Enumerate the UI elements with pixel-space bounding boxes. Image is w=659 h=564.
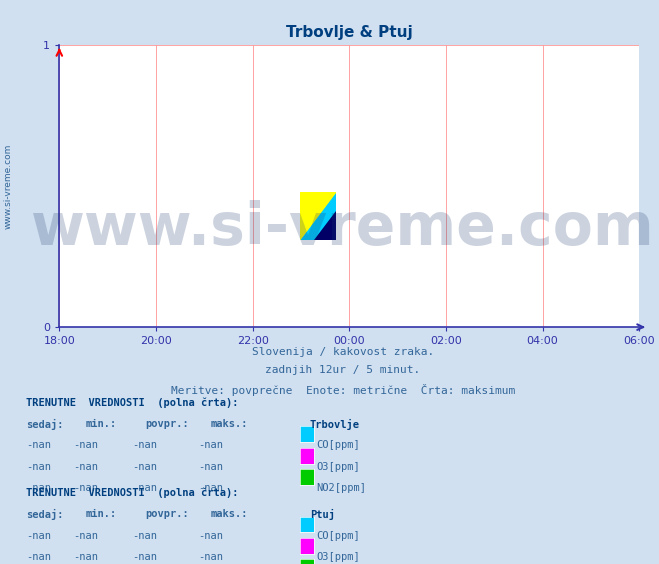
- Polygon shape: [314, 211, 336, 240]
- Text: Trbovlje: Trbovlje: [310, 419, 360, 430]
- Text: -nan: -nan: [132, 462, 158, 472]
- Title: Trbovlje & Ptuj: Trbovlje & Ptuj: [286, 25, 413, 40]
- Text: -nan: -nan: [198, 440, 223, 451]
- Text: -nan: -nan: [26, 552, 51, 562]
- Text: TRENUTNE  VREDNOSTI  (polna črta):: TRENUTNE VREDNOSTI (polna črta):: [26, 398, 239, 408]
- Text: -nan: -nan: [73, 552, 98, 562]
- Text: Meritve: povprečne  Enote: metrične  Črta: maksimum: Meritve: povprečne Enote: metrične Črta:…: [171, 384, 515, 396]
- Text: maks.:: maks.:: [211, 419, 248, 429]
- Text: -nan: -nan: [198, 462, 223, 472]
- Text: Ptuj: Ptuj: [310, 509, 335, 521]
- Polygon shape: [300, 192, 336, 240]
- Text: povpr.:: povpr.:: [145, 419, 188, 429]
- Text: -nan: -nan: [26, 440, 51, 451]
- Text: -nan: -nan: [73, 483, 98, 494]
- Text: -nan: -nan: [198, 483, 223, 494]
- Text: -nan: -nan: [132, 531, 158, 541]
- Text: zadnjih 12ur / 5 minut.: zadnjih 12ur / 5 minut.: [265, 365, 420, 376]
- Text: Slovenija / kakovost zraka.: Slovenija / kakovost zraka.: [252, 347, 434, 357]
- Text: povpr.:: povpr.:: [145, 509, 188, 519]
- Text: www.si-vreme.com: www.si-vreme.com: [31, 200, 654, 257]
- Text: CO[ppm]: CO[ppm]: [316, 531, 360, 541]
- Text: maks.:: maks.:: [211, 509, 248, 519]
- Text: -nan: -nan: [198, 552, 223, 562]
- Text: -nan: -nan: [198, 531, 223, 541]
- Text: -nan: -nan: [132, 483, 158, 494]
- Text: O3[ppm]: O3[ppm]: [316, 552, 360, 562]
- Text: www.si-vreme.com: www.si-vreme.com: [4, 143, 13, 229]
- Text: -nan: -nan: [73, 462, 98, 472]
- Text: -nan: -nan: [26, 483, 51, 494]
- Text: -nan: -nan: [132, 552, 158, 562]
- Text: -nan: -nan: [73, 531, 98, 541]
- Text: CO[ppm]: CO[ppm]: [316, 440, 360, 451]
- Text: O3[ppm]: O3[ppm]: [316, 462, 360, 472]
- Text: -nan: -nan: [132, 440, 158, 451]
- Text: -nan: -nan: [73, 440, 98, 451]
- Text: -nan: -nan: [26, 462, 51, 472]
- Text: sedaj:: sedaj:: [26, 419, 64, 430]
- Text: min.:: min.:: [86, 419, 117, 429]
- Text: sedaj:: sedaj:: [26, 509, 64, 521]
- Text: -nan: -nan: [26, 531, 51, 541]
- Polygon shape: [300, 192, 336, 240]
- Text: TRENUTNE  VREDNOSTI  (polna črta):: TRENUTNE VREDNOSTI (polna črta):: [26, 488, 239, 499]
- Text: NO2[ppm]: NO2[ppm]: [316, 483, 366, 494]
- Text: min.:: min.:: [86, 509, 117, 519]
